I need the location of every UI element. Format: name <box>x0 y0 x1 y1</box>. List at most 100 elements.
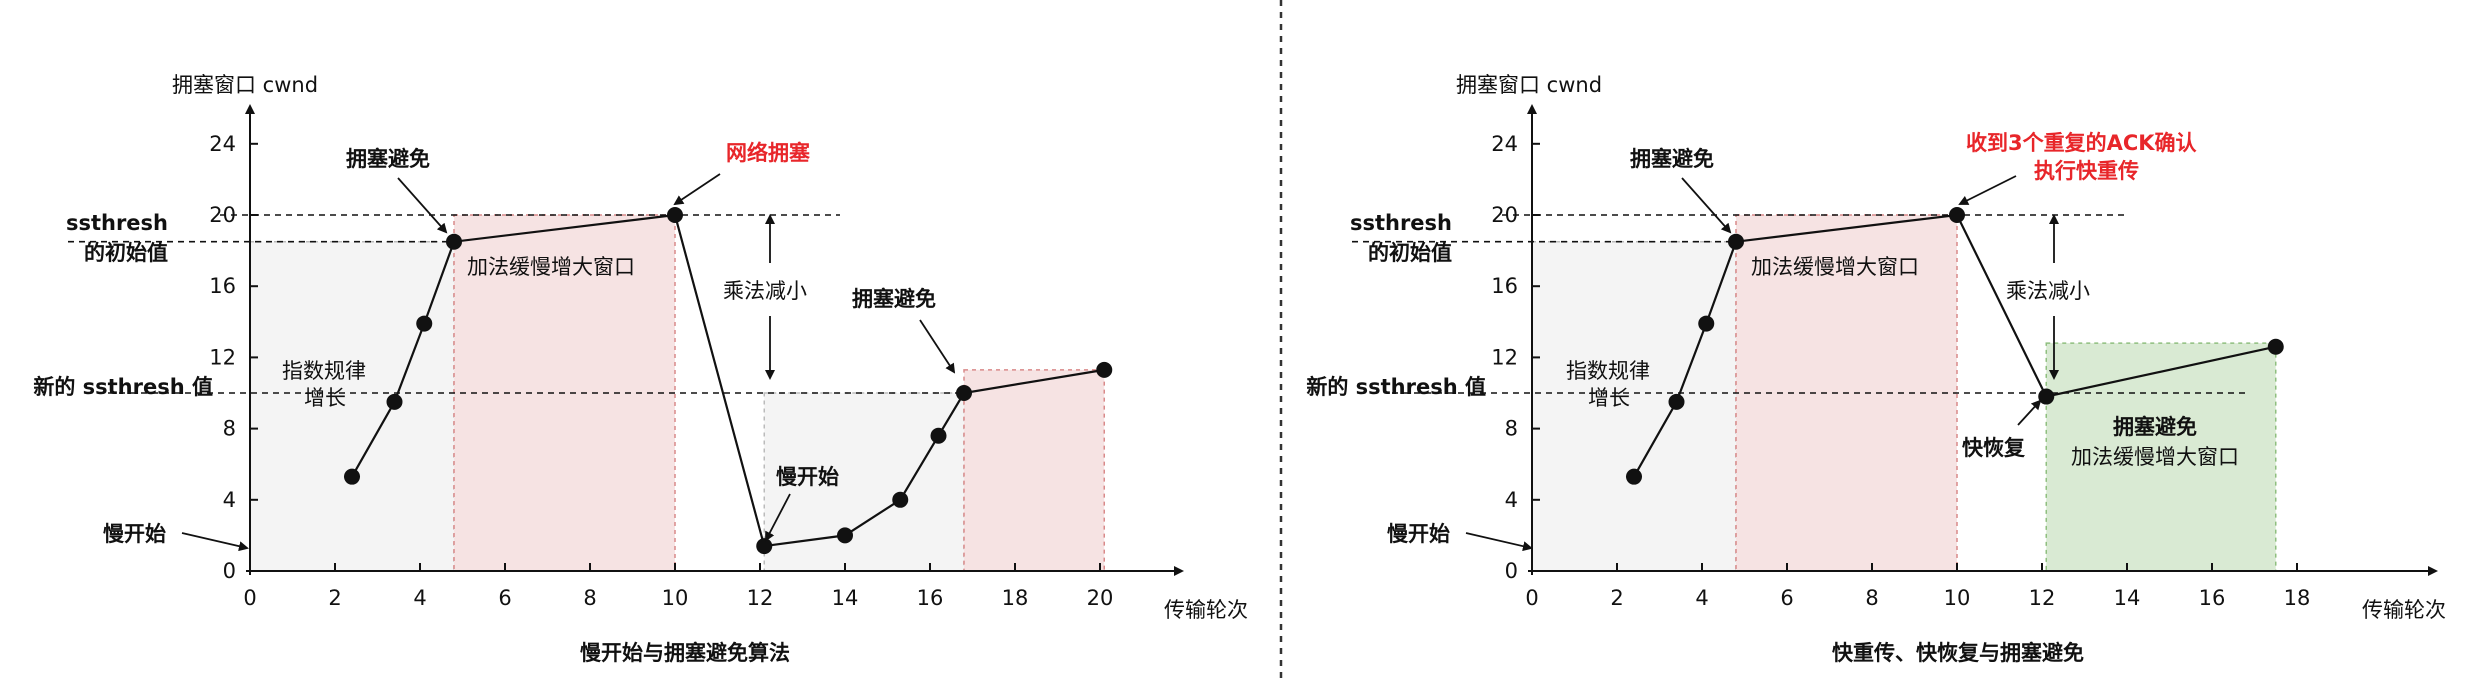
annotation-exp-growth: 指数规律 <box>1566 359 1650 383</box>
x-tick-label: 14 <box>2114 586 2141 610</box>
ssthresh-new-label: 新的 ssthresh 值 <box>1306 375 1486 399</box>
data-point <box>1698 315 1715 332</box>
arrow-triple-ack <box>1958 175 2017 205</box>
y-tick-label: 0 <box>223 559 236 583</box>
ssthresh-initial-label-2: 的初始值 <box>1368 241 1452 265</box>
chart-title: 快重传、快恢复与拥塞避免 <box>1832 641 2084 665</box>
x-tick-label: 4 <box>1695 586 1708 610</box>
annotation-slow-start-2: 慢开始 <box>776 465 839 489</box>
region-additive-2 <box>963 369 1105 572</box>
region-green <box>2045 342 2277 572</box>
annotation-triple-ack: 收到3个重复的ACK确认 <box>1966 131 2197 155</box>
x-axis-label: 传输轮次 <box>1164 598 1248 622</box>
data-point <box>837 527 853 544</box>
y-tick-label: 20 <box>209 203 236 227</box>
y-tick-label: 4 <box>223 488 236 512</box>
data-point <box>2038 388 2055 405</box>
annotation-exp-growth: 指数规律 <box>282 359 366 383</box>
x-tick-label: 0 <box>243 586 256 610</box>
data-point <box>956 385 972 401</box>
annotation-congestion-avoid-1: 拥塞避免 <box>346 147 430 171</box>
data-point <box>446 233 462 250</box>
y-tick-label: 12 <box>1491 345 1518 369</box>
arrow-congestion-avoid-1 <box>1681 177 1732 234</box>
arrow-network-congestion <box>673 173 721 206</box>
annotation-additive-increase: 加法缓慢增大窗口 <box>1751 255 1919 279</box>
arrow-slow-start <box>181 532 249 552</box>
data-point <box>344 468 360 485</box>
arrow-slow-start <box>1465 532 1533 552</box>
ssthresh-initial-label: ssthresh <box>66 211 168 235</box>
data-point <box>930 427 947 444</box>
green-box-title: 拥塞避免 <box>2113 415 2197 439</box>
green-box-subtitle: 加法缓慢增大窗口 <box>2071 445 2239 469</box>
annotation-congestion-avoid-2: 拥塞避免 <box>852 287 936 311</box>
annotation-slow-start: 慢开始 <box>1387 522 1450 546</box>
region-slow-start-1 <box>1531 240 1737 572</box>
x-tick-label: 2 <box>328 586 341 610</box>
data-point <box>2267 338 2284 355</box>
y-tick-label: 0 <box>1505 559 1518 583</box>
annotation-exp-growth-2: 增长 <box>1588 386 1630 410</box>
data-point <box>1728 233 1744 250</box>
arrow-congestion-avoid-1 <box>397 177 448 234</box>
data-point <box>416 315 433 332</box>
data-point <box>386 393 403 410</box>
y-axis-label: 拥塞窗口 cwnd <box>172 73 318 97</box>
y-tick-label: 16 <box>1491 274 1518 298</box>
y-tick-label: 24 <box>1491 132 1518 156</box>
y-tick-label: 20 <box>1491 203 1518 227</box>
x-tick-label: 16 <box>917 586 944 610</box>
ssthresh-new-label: 新的 ssthresh 值 <box>33 375 213 399</box>
arrow-slow-start-2 <box>765 493 791 542</box>
x-tick-label: 12 <box>747 586 774 610</box>
annotation-fast-retransmit: 执行快重传 <box>2034 159 2139 183</box>
y-tick-label: 16 <box>209 274 236 298</box>
x-tick-label: 18 <box>1002 586 1029 610</box>
x-tick-label: 8 <box>1865 586 1878 610</box>
annotation-multiplicative-decrease: 乘法减小 <box>723 279 807 303</box>
x-axis-label: 传输轮次 <box>2362 598 2446 622</box>
x-tick-label: 14 <box>832 586 859 610</box>
annotation-multiplicative-decrease: 乘法减小 <box>2006 279 2090 303</box>
y-tick-label: 8 <box>223 417 236 441</box>
y-axis-label: 拥塞窗口 cwnd <box>1456 73 1602 97</box>
chart-title: 慢开始与拥塞避免算法 <box>580 641 790 665</box>
region-slow-start-1 <box>249 240 455 572</box>
data-point <box>1626 468 1642 485</box>
x-tick-label: 20 <box>1087 586 1114 610</box>
annotation-exp-growth-2: 增长 <box>304 386 346 410</box>
x-tick-label: 18 <box>2284 586 2311 610</box>
annotation-congestion-avoid-1: 拥塞避免 <box>1630 147 1714 171</box>
ssthresh-initial-label: ssthresh <box>1350 211 1452 235</box>
x-tick-label: 6 <box>498 586 511 610</box>
x-tick-label: 2 <box>1610 586 1623 610</box>
x-tick-label: 10 <box>662 586 689 610</box>
data-point <box>756 538 773 555</box>
x-tick-label: 8 <box>583 586 596 610</box>
annotation-additive-increase: 加法缓慢增大窗口 <box>467 255 635 279</box>
annotation-network-congestion: 网络拥塞 <box>726 141 811 165</box>
y-tick-label: 12 <box>209 345 236 369</box>
x-tick-label: 16 <box>2199 586 2226 610</box>
y-tick-label: 24 <box>209 132 236 156</box>
arrow-congestion-avoid-2 <box>919 319 956 374</box>
x-tick-label: 12 <box>2029 586 2056 610</box>
data-point <box>667 207 683 223</box>
data-point <box>892 491 909 508</box>
x-tick-label: 10 <box>1944 586 1971 610</box>
data-point <box>1668 393 1685 410</box>
x-tick-label: 4 <box>413 586 426 610</box>
y-tick-label: 4 <box>1505 488 1518 512</box>
annotation-slow-start: 慢开始 <box>103 522 166 546</box>
ssthresh-initial-label-2: 的初始值 <box>84 241 168 265</box>
data-point <box>1096 361 1113 378</box>
y-tick-label: 8 <box>1505 417 1518 441</box>
data-point <box>1949 207 1965 223</box>
x-tick-label: 0 <box>1525 586 1538 610</box>
annotation-fast-recovery: 快恢复 <box>1962 436 2026 460</box>
x-tick-label: 6 <box>1780 586 1793 610</box>
